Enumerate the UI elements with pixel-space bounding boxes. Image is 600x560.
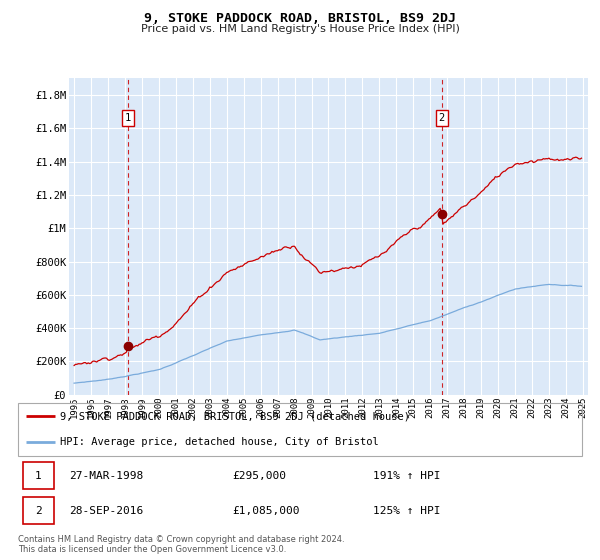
Text: This data is licensed under the Open Government Licence v3.0.: This data is licensed under the Open Gov…: [18, 545, 286, 554]
Bar: [23, 497, 53, 524]
Text: 28-SEP-2016: 28-SEP-2016: [69, 506, 143, 516]
Text: Price paid vs. HM Land Registry's House Price Index (HPI): Price paid vs. HM Land Registry's House …: [140, 24, 460, 34]
Text: 1: 1: [35, 470, 41, 480]
Text: Contains HM Land Registry data © Crown copyright and database right 2024.: Contains HM Land Registry data © Crown c…: [18, 535, 344, 544]
Text: 191% ↑ HPI: 191% ↑ HPI: [373, 470, 441, 480]
Text: 2: 2: [439, 113, 445, 123]
Text: 9, STOKE PADDOCK ROAD, BRISTOL, BS9 2DJ (detached house): 9, STOKE PADDOCK ROAD, BRISTOL, BS9 2DJ …: [60, 412, 410, 422]
Text: £1,085,000: £1,085,000: [232, 506, 300, 516]
Text: 1: 1: [125, 113, 131, 123]
Bar: [23, 462, 53, 489]
Text: 27-MAR-1998: 27-MAR-1998: [69, 470, 143, 480]
Text: 2: 2: [35, 506, 41, 516]
Text: 125% ↑ HPI: 125% ↑ HPI: [373, 506, 441, 516]
Text: HPI: Average price, detached house, City of Bristol: HPI: Average price, detached house, City…: [60, 436, 379, 446]
Text: 9, STOKE PADDOCK ROAD, BRISTOL, BS9 2DJ: 9, STOKE PADDOCK ROAD, BRISTOL, BS9 2DJ: [144, 12, 456, 25]
Text: £295,000: £295,000: [232, 470, 286, 480]
